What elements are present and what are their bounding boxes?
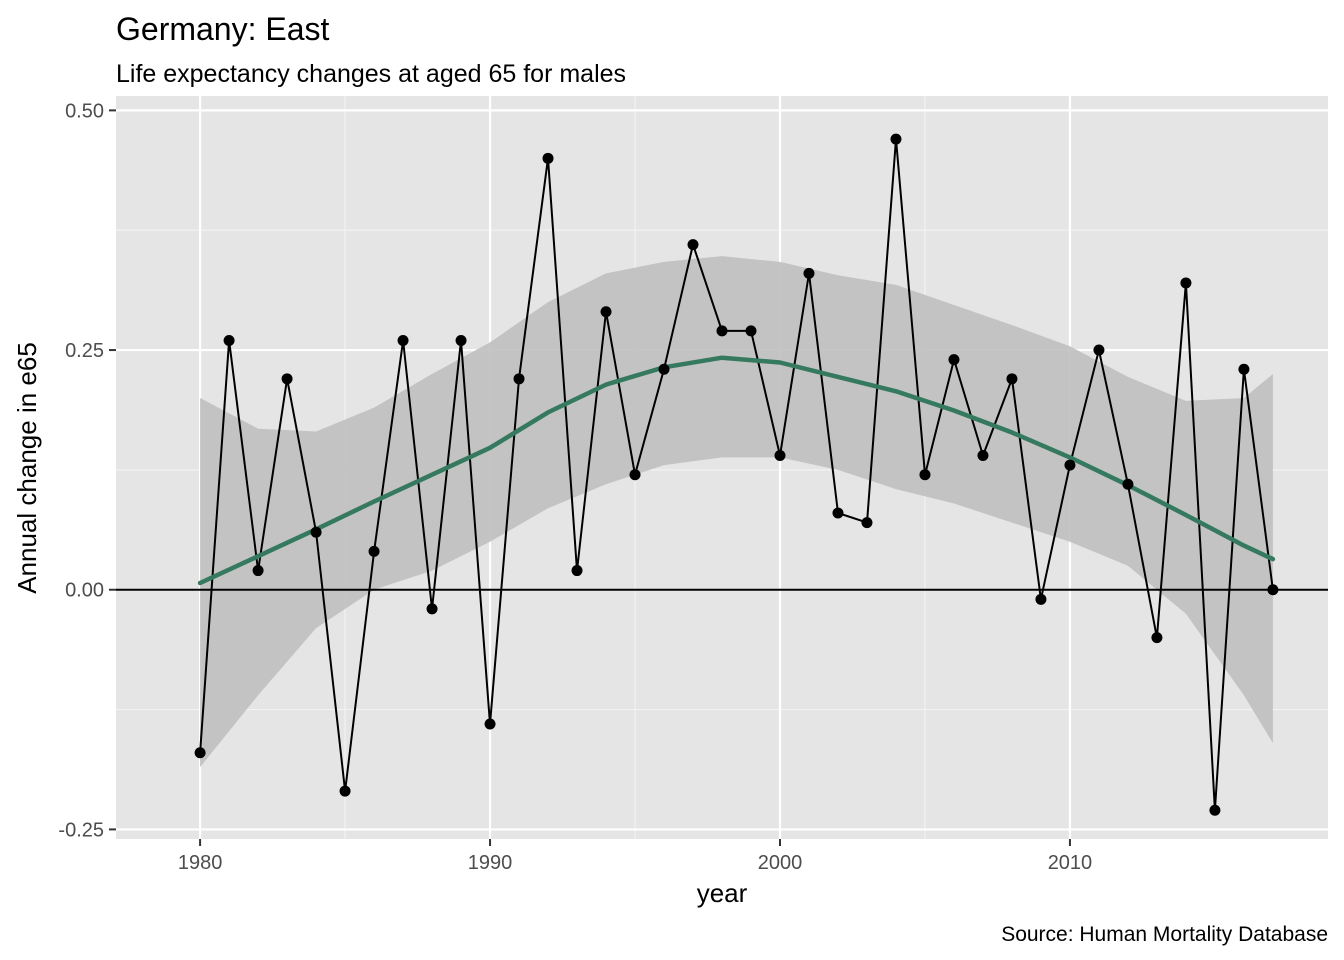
- x-axis: 1980 1990 2000 2010: [178, 839, 1092, 874]
- observed-points: [194, 133, 1279, 816]
- x-tick-label: 1990: [468, 852, 513, 874]
- data-point: [1267, 584, 1279, 596]
- data-point: [484, 718, 496, 730]
- data-point: [281, 373, 293, 385]
- data-point: [571, 565, 583, 577]
- data-point: [1238, 363, 1250, 375]
- smooth-line-layer: [197, 355, 1276, 586]
- data-point: [687, 239, 699, 251]
- data-point: [1064, 459, 1076, 471]
- data-point: [803, 267, 815, 279]
- y-axis: -0.25 0.00 0.25 0.50: [58, 100, 116, 841]
- y-axis-label: Annual change in e65: [12, 342, 42, 594]
- y-tick-label: 0.25: [65, 340, 104, 362]
- data-point: [1093, 344, 1105, 356]
- data-point: [542, 152, 554, 164]
- x-tick-label: 2010: [1048, 852, 1093, 874]
- data-point: [426, 603, 438, 615]
- observed-series-line: [199, 138, 1274, 812]
- y-tick-label: 0.50: [65, 100, 104, 122]
- data-point: [948, 354, 960, 366]
- chart-subtitle: Life expectancy changes at aged 65 for m…: [116, 60, 626, 88]
- data-point: [1035, 593, 1047, 605]
- y-tick-label: 0.00: [65, 580, 104, 602]
- data-point: [252, 565, 264, 577]
- data-point: [745, 325, 757, 337]
- data-point: [397, 334, 409, 346]
- data-point: [223, 334, 235, 346]
- data-point: [310, 526, 322, 538]
- data-point: [658, 363, 670, 375]
- data-point: [861, 517, 873, 529]
- y-tick-label: -0.25: [58, 819, 104, 841]
- confidence-band-area: [200, 256, 1273, 768]
- x-tick-label: 2000: [758, 852, 803, 874]
- data-point: [513, 373, 525, 385]
- data-point: [600, 306, 612, 318]
- data-point: [368, 545, 380, 557]
- chart-caption: Source: Human Mortality Database: [1001, 923, 1328, 946]
- x-tick-label: 1980: [178, 852, 223, 874]
- data-point: [832, 507, 844, 519]
- data-point: [774, 450, 786, 462]
- x-axis-label: year: [697, 878, 748, 908]
- data-point: [194, 747, 206, 759]
- data-point: [339, 785, 351, 797]
- data-point: [1122, 478, 1134, 490]
- data-point: [890, 133, 902, 145]
- data-point: [716, 325, 728, 337]
- data-point: [1209, 804, 1221, 816]
- data-point: [1006, 373, 1018, 385]
- data-point: [1180, 277, 1192, 289]
- data-point: [977, 450, 989, 462]
- confidence-band: [200, 256, 1273, 768]
- data-point: [629, 469, 641, 481]
- data-point: [919, 469, 931, 481]
- chart-title: Germany: East: [116, 11, 330, 47]
- data-point: [455, 334, 467, 346]
- data-point: [1151, 632, 1163, 644]
- observed-line-layer: [199, 138, 1274, 812]
- smooth-trend-line: [197, 355, 1276, 586]
